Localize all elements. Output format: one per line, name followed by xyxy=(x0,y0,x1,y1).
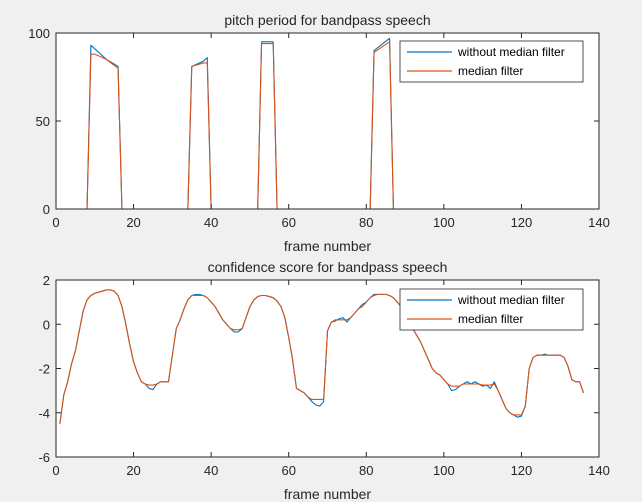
x-tick-label: 40 xyxy=(204,215,218,230)
y-tick-label: -4 xyxy=(38,406,50,421)
x-tick-label: 0 xyxy=(52,215,59,230)
x-tick-label: 120 xyxy=(511,463,533,478)
x-tick-label: 60 xyxy=(281,215,295,230)
legend-entry: without median filter xyxy=(457,293,565,307)
x-tick-label: 80 xyxy=(359,463,373,478)
legend-entry: median filter xyxy=(458,64,523,78)
x-tick-label: 80 xyxy=(359,215,373,230)
series-line-2 xyxy=(59,289,585,424)
y-tick-label: 2 xyxy=(43,273,50,288)
plot-title: confidence score for bandpass speech xyxy=(208,259,448,275)
y-tick-label: 0 xyxy=(43,317,50,332)
x-tick-label: 0 xyxy=(52,463,59,478)
x-tick-label: 100 xyxy=(433,215,455,230)
x-tick-label: 40 xyxy=(204,463,218,478)
pitch-period-plot: pitch period for bandpass speech frame n… xyxy=(28,12,610,254)
y-tick-label: -2 xyxy=(38,362,50,377)
series-line-1 xyxy=(59,289,585,424)
x-tick-label: 20 xyxy=(126,463,140,478)
x-tick-label: 140 xyxy=(588,215,610,230)
legend: without median filter median filter xyxy=(399,40,584,83)
x-tick-label: 120 xyxy=(511,215,533,230)
legend-entry: without median filter xyxy=(457,45,565,59)
x-tick-label: 140 xyxy=(588,463,610,478)
y-tick-label: 100 xyxy=(28,26,50,41)
legend-entry: median filter xyxy=(458,312,523,326)
y-tick-label: -6 xyxy=(38,450,50,465)
x-tick-label: 20 xyxy=(126,215,140,230)
plot-title: pitch period for bandpass speech xyxy=(224,12,430,28)
y-tick-label: 50 xyxy=(36,114,50,129)
x-tick-label: 60 xyxy=(281,463,295,478)
legend-box xyxy=(399,40,584,83)
x-tick-label: 100 xyxy=(433,463,455,478)
legend: without median filter median filter xyxy=(399,288,584,331)
confidence-score-plot: confidence score for bandpass speech fra… xyxy=(38,259,609,502)
series-line-2 xyxy=(56,41,584,209)
y-tick-label: 0 xyxy=(43,202,50,217)
legend-box xyxy=(399,288,584,331)
x-axis-label: frame number xyxy=(284,238,371,254)
x-axis-label: frame number xyxy=(284,486,371,502)
